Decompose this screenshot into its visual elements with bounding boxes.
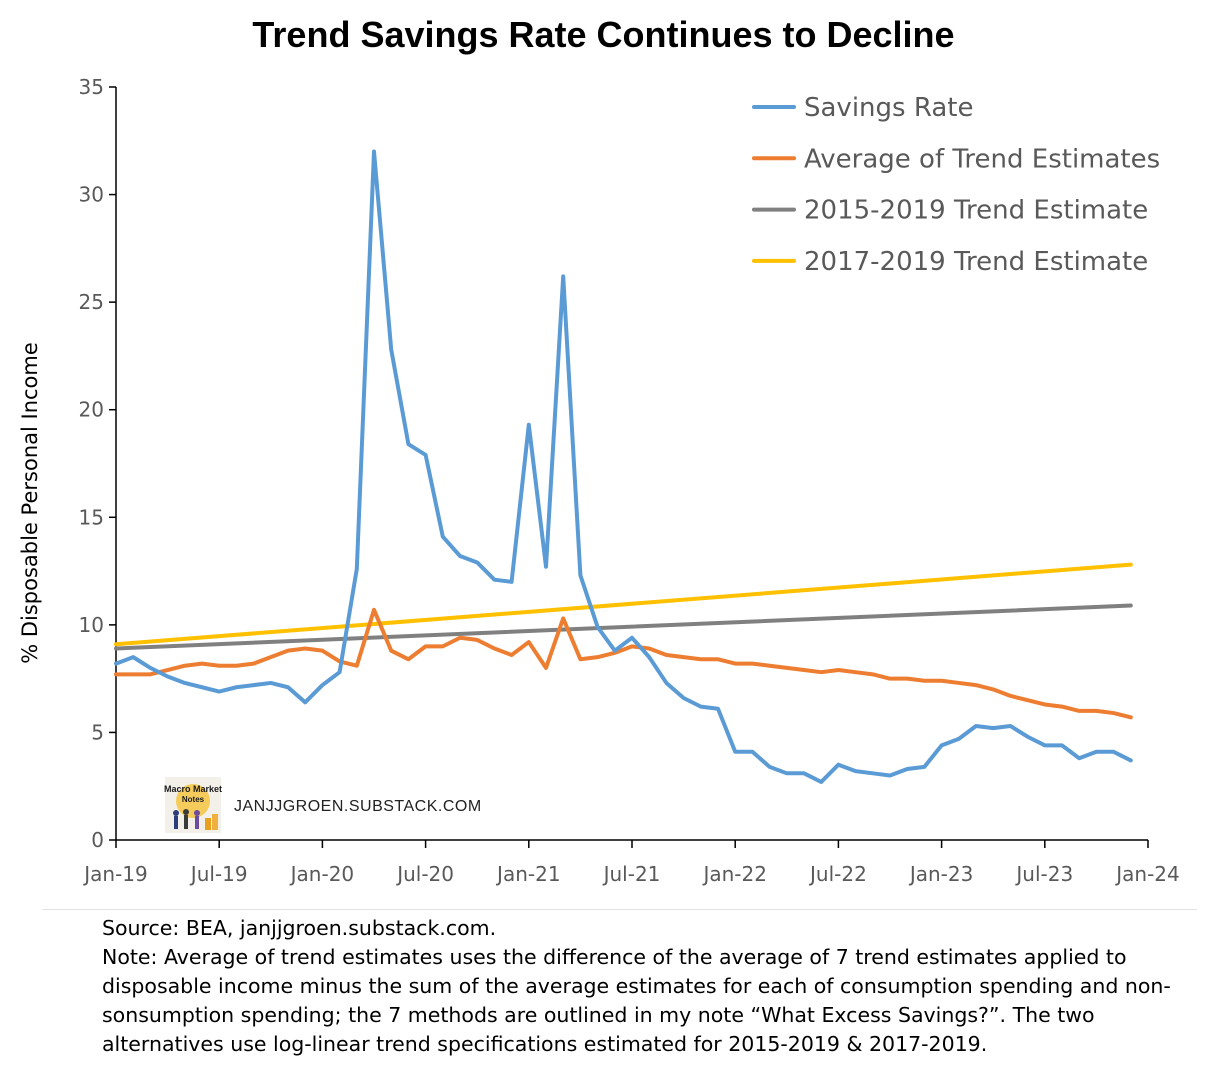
y-tick-label: 10: [79, 613, 104, 637]
divider: [42, 909, 1197, 910]
chart-title: Trend Savings Rate Continues to Decline: [252, 14, 955, 55]
method-note: Note: Average of trend estimates uses th…: [102, 945, 1171, 1056]
y-axis-title: % Disposable Personal Income: [18, 342, 42, 664]
y-tick-label: 5: [91, 720, 104, 744]
y-tick-label: 35: [79, 75, 104, 99]
x-tick-label: Jan-19: [82, 862, 148, 886]
watermark-site: JANJJGROEN.SUBSTACK.COM: [234, 798, 482, 815]
y-tick-label: 30: [79, 183, 104, 207]
watermark: Macro Market Notes JANJJGROEN.SUBSTACK.C…: [164, 777, 482, 833]
macro-market-notes-logo: Macro Market Notes: [164, 777, 222, 833]
y-ticks: 0 5 10 15 20 25 30 35: [79, 75, 116, 852]
x-tick-label: Jan-20: [289, 862, 355, 886]
x-tick-label: Jul-20: [395, 862, 454, 886]
y-tick-label: 25: [79, 290, 104, 314]
series-layer: [114, 149, 1133, 784]
svg-text:Macro Market: Macro Market: [164, 784, 222, 794]
x-ticks: Jan-19 Jul-19 Jan-20 Jul-20 Jan-21 Jul-21 Jan-…: [82, 840, 1180, 886]
legend-label: Average of Trend Estimates: [804, 144, 1160, 174]
y-tick-label: 0: [91, 828, 104, 852]
x-tick-label: Jan-24: [1114, 862, 1180, 886]
x-tick-label: Jul-21: [602, 862, 661, 886]
series-line-average-of-trend-estimates: [114, 607, 1133, 720]
svg-text:Notes: Notes: [182, 795, 205, 804]
x-tick-label: Jan-22: [701, 862, 767, 886]
series-line-2015-2019-trend-estimate: [114, 603, 1133, 651]
x-tick-label: Jan-21: [495, 862, 561, 886]
legend: Savings Rate Average of Trend Estimates 20…: [752, 93, 1160, 277]
x-tick-label: Jul-23: [1014, 862, 1073, 886]
x-tick-label: Jul-19: [189, 862, 248, 886]
x-tick-label: Jul-22: [808, 862, 867, 886]
legend-label: 2017-2019 Trend Estimate: [804, 247, 1148, 277]
footnotes: Source: BEA, janjjgroen.substack.com. No…: [102, 914, 1202, 1059]
series-line-2017-2019-trend-estimate: [114, 562, 1133, 647]
y-tick-label: 20: [79, 398, 104, 422]
series-line-savings-rate: [114, 149, 1133, 784]
legend-label: Savings Rate: [804, 93, 973, 123]
source-note: Source: BEA, janjjgroen.substack.com.: [102, 916, 497, 940]
legend-label: 2015-2019 Trend Estimate: [804, 196, 1148, 226]
x-tick-label: Jan-23: [908, 862, 974, 886]
y-tick-label: 15: [79, 505, 104, 529]
